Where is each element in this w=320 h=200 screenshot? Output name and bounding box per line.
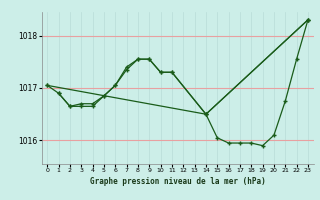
X-axis label: Graphe pression niveau de la mer (hPa): Graphe pression niveau de la mer (hPa) [90, 177, 266, 186]
